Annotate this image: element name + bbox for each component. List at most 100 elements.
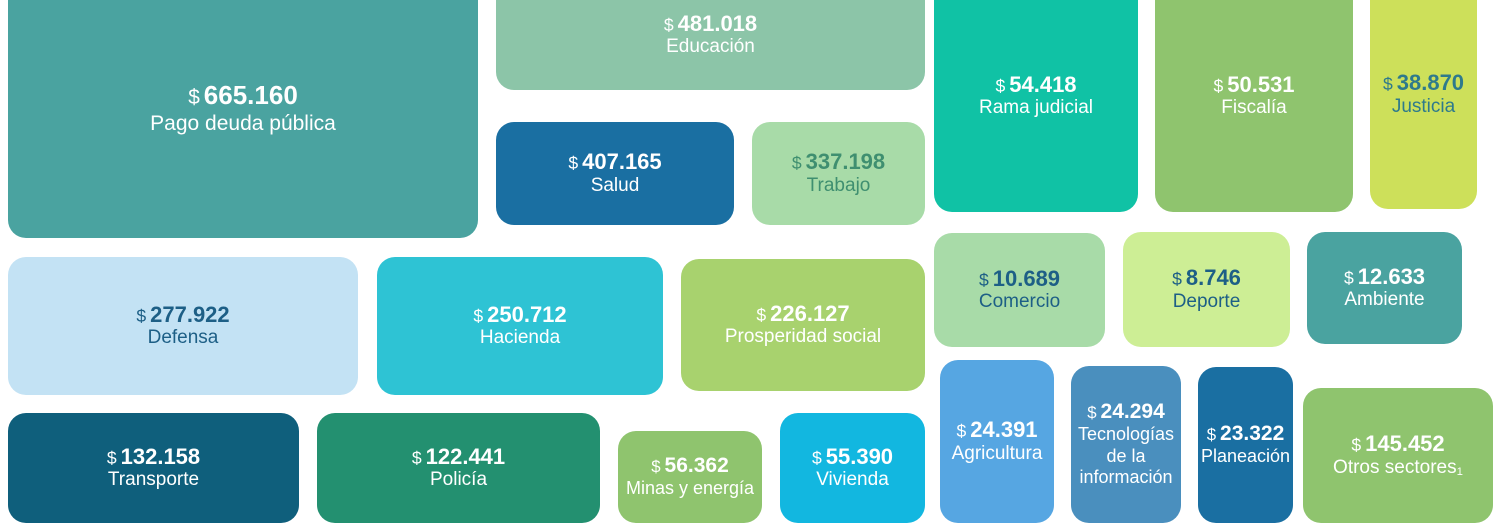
treemap-tile: $8.746 Deporte bbox=[1123, 232, 1290, 347]
label-text: Tecnologías de la información bbox=[1077, 424, 1175, 488]
currency-symbol: $ bbox=[756, 304, 767, 325]
value-number: 250.712 bbox=[487, 301, 567, 327]
label-text: Fiscalía bbox=[1221, 97, 1287, 119]
tile-label: Deporte bbox=[1173, 291, 1241, 314]
treemap-tile: $24.391 Agricultura bbox=[940, 360, 1054, 523]
tile-value: $132.158 bbox=[107, 444, 200, 469]
value-number: 54.418 bbox=[1009, 71, 1077, 97]
currency-symbol: $ bbox=[1351, 435, 1362, 456]
tile-value: $277.922 bbox=[136, 302, 229, 327]
label-text: Planeación bbox=[1200, 446, 1291, 467]
currency-symbol: $ bbox=[1087, 403, 1097, 423]
currency-symbol: $ bbox=[651, 457, 661, 477]
label-text: Educación bbox=[666, 36, 755, 58]
treemap-tile: $145.452 Otros sectores1 bbox=[1303, 388, 1493, 523]
tile-value: $24.294 bbox=[1087, 400, 1165, 424]
currency-symbol: $ bbox=[995, 75, 1006, 96]
value-number: 226.127 bbox=[770, 300, 850, 326]
tile-value: $24.391 bbox=[956, 417, 1037, 442]
value-number: 145.452 bbox=[1365, 431, 1445, 457]
tile-value: $12.633 bbox=[1344, 264, 1425, 289]
currency-symbol: $ bbox=[1343, 267, 1354, 288]
tile-label: Comercio bbox=[979, 291, 1060, 314]
value-number: 23.322 bbox=[1220, 422, 1285, 446]
tile-value: $10.689 bbox=[979, 266, 1060, 291]
treemap-tile: $10.689 Comercio bbox=[934, 233, 1105, 347]
value-number: 665.160 bbox=[203, 80, 298, 111]
label-text: Minas y energía bbox=[625, 478, 755, 499]
tile-label: Defensa bbox=[148, 327, 219, 350]
value-number: 24.294 bbox=[1100, 400, 1165, 424]
label-text: Defensa bbox=[147, 327, 219, 349]
value-number: 10.689 bbox=[992, 265, 1061, 291]
tile-label: Trabajo bbox=[807, 175, 871, 198]
tile-label: Planeación bbox=[1201, 446, 1290, 468]
tile-value: $54.418 bbox=[995, 72, 1076, 97]
treemap-tile: $38.870 Justicia bbox=[1370, 0, 1477, 209]
treemap-tile: $481.018 Educación bbox=[496, 0, 925, 90]
treemap-tile: $55.390 Vivienda bbox=[780, 413, 925, 523]
tile-label: Transporte bbox=[108, 469, 199, 492]
label-text: Trabajo bbox=[806, 174, 871, 196]
tile-label: Minas y energía bbox=[626, 478, 754, 500]
tile-label: Pago deuda pública bbox=[150, 111, 336, 136]
tile-label: Hacienda bbox=[480, 327, 560, 350]
treemap-tile: $665.160 Pago deuda pública bbox=[8, 0, 478, 238]
tile-value: $8.746 bbox=[1172, 265, 1241, 290]
treemap-tile: $12.633 Ambiente bbox=[1307, 232, 1462, 344]
currency-symbol: $ bbox=[473, 305, 484, 326]
treemap-tile: $24.294 Tecnologías de la información bbox=[1071, 366, 1181, 523]
treemap-tile: $277.922 Defensa bbox=[8, 257, 358, 395]
treemap-tile: $23.322 Planeación bbox=[1198, 367, 1293, 523]
label-text: Policía bbox=[429, 469, 488, 491]
currency-symbol: $ bbox=[106, 447, 117, 468]
tile-value: $38.870 bbox=[1383, 70, 1464, 95]
currency-symbol: $ bbox=[663, 14, 674, 35]
tile-value: $226.127 bbox=[756, 301, 849, 326]
tile-value: $56.362 bbox=[651, 454, 729, 478]
treemap-tile: $337.198 Trabajo bbox=[752, 122, 925, 225]
tile-label: Tecnologías de la información bbox=[1071, 424, 1181, 489]
tile-value: $665.160 bbox=[188, 81, 298, 111]
treemap-tile: $132.158 Transporte bbox=[8, 413, 299, 523]
tile-label: Agricultura bbox=[952, 443, 1043, 466]
tile-value: $145.452 bbox=[1351, 431, 1444, 456]
label-text: Agricultura bbox=[951, 442, 1043, 464]
tile-label: Salud bbox=[591, 175, 640, 198]
label-text: Ambiente bbox=[1344, 289, 1425, 311]
value-number: 481.018 bbox=[677, 10, 758, 36]
label-text: Deporte bbox=[1172, 290, 1241, 312]
currency-symbol: $ bbox=[411, 447, 422, 468]
currency-symbol: $ bbox=[568, 153, 579, 174]
currency-symbol: $ bbox=[1213, 75, 1224, 96]
currency-symbol: $ bbox=[1382, 74, 1393, 95]
currency-symbol: $ bbox=[188, 86, 200, 110]
tile-value: $250.712 bbox=[473, 302, 566, 327]
value-number: 407.165 bbox=[582, 149, 662, 175]
value-number: 122.441 bbox=[425, 443, 506, 469]
currency-symbol: $ bbox=[1172, 269, 1182, 290]
tile-label: Rama judicial bbox=[979, 97, 1093, 120]
label-text: Justicia bbox=[1391, 95, 1456, 117]
tile-label: Justicia bbox=[1392, 96, 1455, 119]
footnote-marker: 1 bbox=[1456, 466, 1463, 479]
value-number: 56.362 bbox=[664, 454, 729, 478]
currency-symbol: $ bbox=[136, 305, 147, 326]
tile-label: Prosperidad social bbox=[725, 326, 881, 349]
tile-label: Policía bbox=[430, 469, 487, 492]
label-text: Comercio bbox=[978, 291, 1061, 313]
tile-value: $407.165 bbox=[568, 149, 661, 174]
value-number: 55.390 bbox=[825, 443, 894, 469]
tile-label: Vivienda bbox=[816, 469, 889, 492]
tile-label: Otros sectores1 bbox=[1333, 457, 1463, 480]
label-text: Hacienda bbox=[479, 327, 561, 349]
tile-value: $337.198 bbox=[792, 149, 885, 174]
treemap-tile: $407.165 Salud bbox=[496, 122, 734, 225]
currency-symbol: $ bbox=[978, 269, 989, 290]
tile-label: Ambiente bbox=[1344, 289, 1424, 312]
label-text: Rama judicial bbox=[978, 97, 1094, 119]
value-number: 24.391 bbox=[970, 417, 1038, 443]
tile-value: $50.531 bbox=[1213, 72, 1294, 97]
treemap-tile: $226.127 Prosperidad social bbox=[681, 259, 925, 391]
value-number: 277.922 bbox=[150, 301, 230, 327]
